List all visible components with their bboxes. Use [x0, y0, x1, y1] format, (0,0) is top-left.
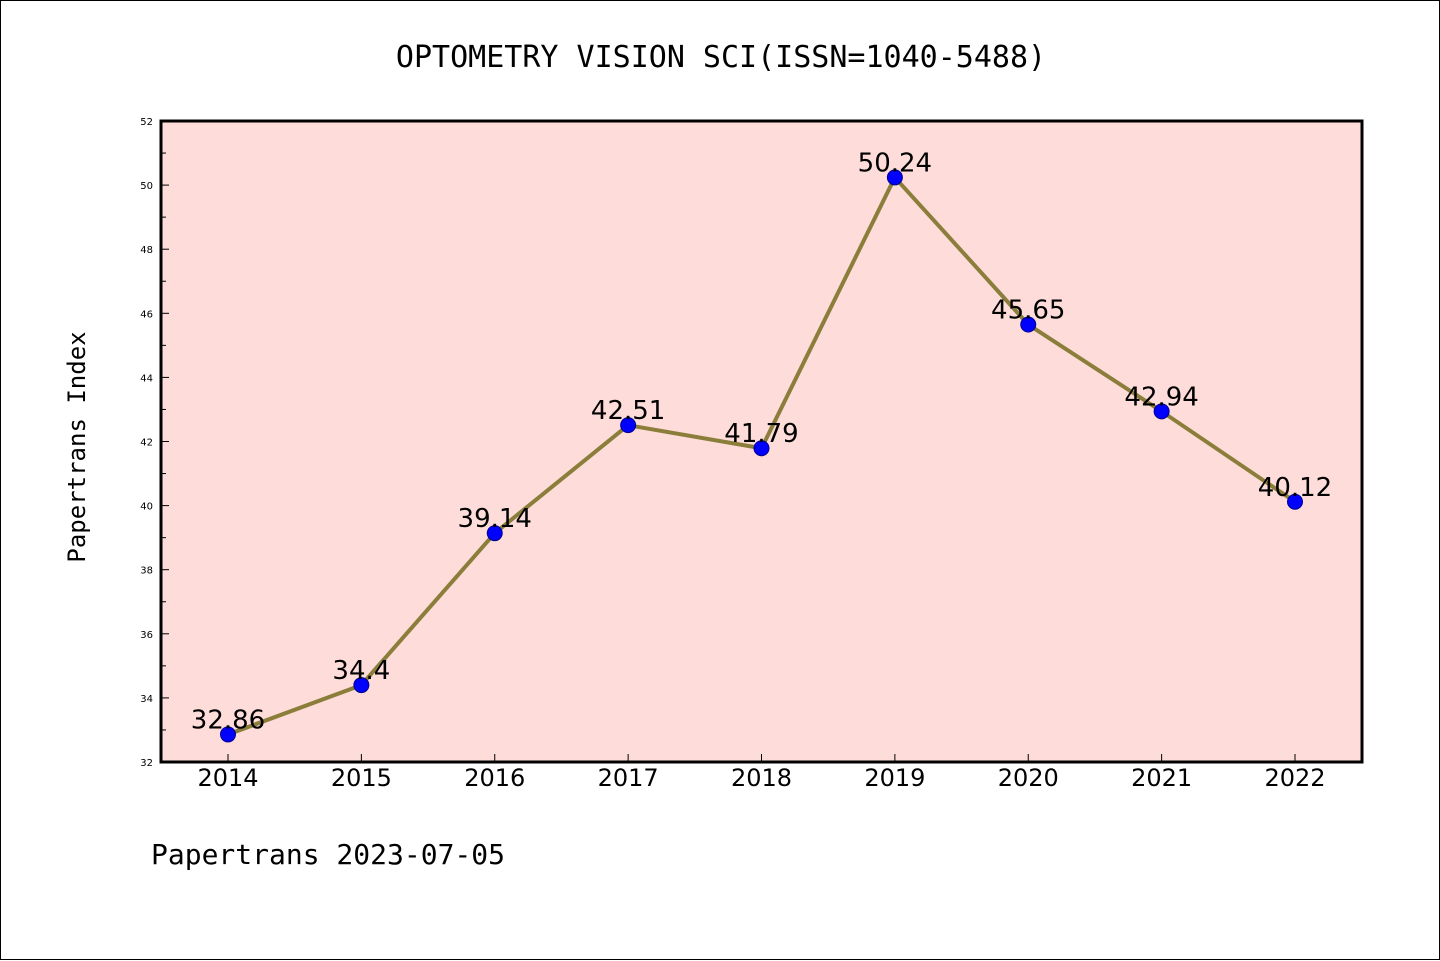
data-point: [620, 417, 637, 434]
x-tick-label: 2020: [998, 764, 1059, 792]
series-group: 32.86 34.4 39.14 42.51 41.79 50.24 45.65 42.94 4…: [191, 148, 1332, 743]
data-label: 41.79: [724, 419, 798, 449]
data-point: [886, 169, 903, 186]
x-tick-label: 2018: [731, 764, 792, 792]
footer-text: Papertrans 2023-07-05: [151, 838, 505, 871]
x-tick-label: 2022: [1264, 764, 1325, 792]
data-point: [220, 726, 236, 743]
x-tick-label: 2014: [197, 764, 258, 792]
x-tick-label: 2016: [464, 764, 525, 792]
y-tick-label: 48: [140, 245, 153, 256]
data-label: 32.86: [191, 705, 265, 735]
y-tick-label: 52: [140, 117, 153, 128]
y-tick-label: 44: [140, 373, 153, 384]
data-label: 42.94: [1124, 382, 1198, 412]
x-tick-label: 2015: [331, 764, 392, 792]
x-tick-label: 2017: [598, 764, 659, 792]
y-tick-label: 50: [140, 181, 153, 192]
data-point: [753, 440, 770, 457]
data-point: [1287, 493, 1303, 510]
data-point: [353, 677, 370, 694]
data-label: 50.24: [858, 148, 932, 178]
y-axis-label: Papertrans Index: [63, 331, 91, 562]
data-label: 39.14: [458, 504, 532, 534]
y-tick-label: 40: [140, 502, 153, 513]
y-tick-label: 46: [140, 309, 153, 320]
y-tick-label: 34: [140, 694, 153, 705]
y-tick-label: 32: [140, 758, 153, 769]
x-tick-label: 2021: [1131, 764, 1192, 792]
data-label: 40.12: [1258, 473, 1332, 503]
x-tick-label: 2019: [864, 764, 925, 792]
data-label: 45.65: [991, 296, 1065, 326]
chart-title: OPTOMETRY VISION SCI(ISSN=1040-5488): [396, 40, 1046, 75]
data-label: 42.51: [591, 396, 665, 426]
data-point: [1020, 316, 1037, 333]
data-point: [486, 525, 503, 542]
data-label: 34.4: [332, 656, 390, 686]
y-tick-label: 42: [140, 438, 153, 449]
y-axis: 32 34 36 38 40 42 44 46 48 50 52: [140, 117, 169, 769]
data-point: [1153, 403, 1170, 420]
y-tick-label: 38: [140, 566, 153, 577]
x-axis: 2014 2015 2016 2017 2018 2019 2020 2021 2022: [197, 754, 1326, 792]
y-tick-label: 36: [140, 630, 153, 641]
